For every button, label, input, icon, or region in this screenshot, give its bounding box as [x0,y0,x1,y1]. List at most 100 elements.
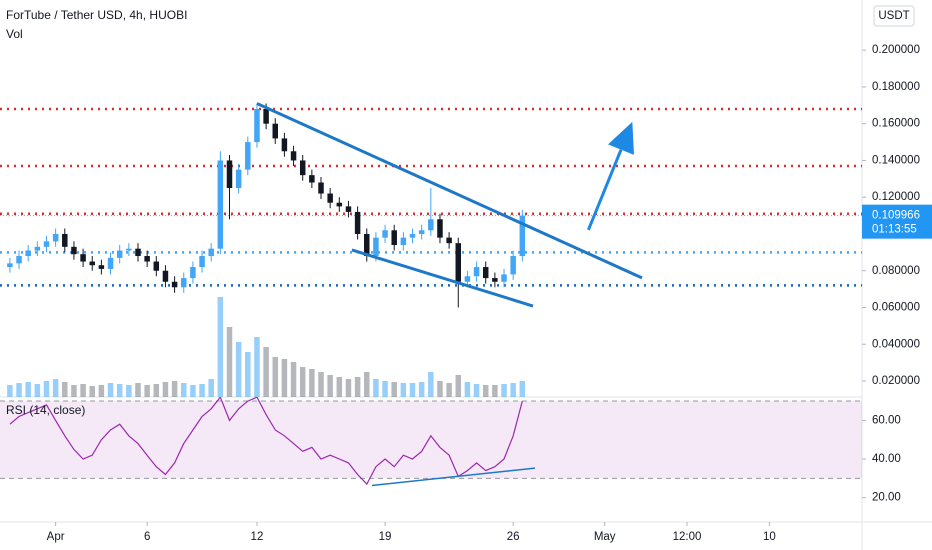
volume-bar [171,381,178,397]
volume-bar [437,381,443,397]
volume-bar [25,382,31,397]
candle-body [501,274,507,282]
volume-bar [455,375,462,397]
candle-body [409,233,416,238]
candle-body [34,246,41,251]
volume-bar [336,377,343,397]
volume-bar [208,379,214,397]
last-price-label: 0.109966 [872,210,920,222]
candle-body [290,151,297,161]
volume-bar [263,347,269,397]
volume-bar [16,383,22,397]
volume-bar [400,383,407,397]
candle-body [126,248,132,251]
candle-body [519,215,526,257]
rsi-band [0,401,862,479]
candle-body [428,219,434,231]
y-tick-label: 0.020000 [872,375,920,387]
currency-box[interactable] [873,5,915,27]
candle-body [25,250,31,257]
volume-bar [7,385,13,397]
candle-body [135,248,141,257]
candle-body [62,233,68,247]
volume-bar [34,384,41,397]
volume-bar [226,327,233,397]
candle-body [391,230,397,246]
price-axis-bg [862,0,932,550]
candle-body [510,256,516,275]
x-tick-label: Apr [47,531,65,543]
volume-bar [354,377,361,397]
volume-bar [364,372,370,397]
candle-body [455,243,462,282]
x-tick-label: 6 [144,531,150,543]
candle-body [144,256,150,262]
volume-bar [327,375,333,397]
candle-body [281,138,288,152]
candle-body [16,256,22,264]
trend-line [256,102,643,280]
candle-body [345,206,352,212]
candle-body [116,250,123,258]
volume-bar [135,383,141,397]
volume-bar [116,384,123,397]
volume-bar [153,384,160,397]
volume-bar [181,383,187,397]
rsi-tick-label: 40.00 [872,453,901,465]
volume-bar [299,367,306,397]
candle-body [400,237,407,246]
volume-bar [52,379,59,397]
candle-body [89,261,95,266]
volume-bar [272,357,278,397]
volume-bar [80,384,86,397]
last-price-box [862,204,932,239]
volume-bar [126,385,132,397]
y-tick-label: 0.180000 [872,81,920,93]
volume-bar [217,297,224,397]
candle-body [318,182,324,194]
x-tick-label: May [594,531,616,543]
volume-bar [98,385,105,397]
volume-bar [318,372,324,397]
volume-bar [382,381,388,397]
y-tick-label: 0.040000 [872,338,920,350]
volume-bar [510,383,516,397]
y-tick-label: 0.120000 [872,191,920,203]
candle-body [446,237,452,244]
candle-body [354,211,361,234]
y-tick-label: 0.160000 [872,118,920,130]
volume-bar [199,384,205,397]
volume-bar [492,385,498,397]
candle-body [464,276,471,282]
volume-bar [373,379,379,397]
volume-bar [290,362,297,397]
volume-bar [107,383,114,397]
rsi-label: RSI (14, close) [6,403,85,417]
volume-bar [446,383,452,397]
candle-body [254,108,260,143]
volume-bar [409,383,416,397]
candle-body [327,193,333,203]
volume-bar [418,382,425,397]
candle-body [80,254,86,262]
volume-bar [391,382,397,397]
volume-bar [62,382,68,397]
currency[interactable]: USDT [878,10,909,22]
rsi-tick-label: 60.00 [872,414,901,426]
volume-bar [345,379,352,397]
candle-body [98,265,105,269]
trend-line [351,248,534,308]
candle-body [373,237,379,257]
countdown-label: 01:13:55 [872,224,917,236]
volume-label: Vol [6,27,23,41]
candle-body [217,160,224,249]
candle-body [162,270,169,282]
candle-body [437,219,443,238]
x-tick-label: 12 [251,531,264,543]
candle-body [482,267,489,279]
volume-bar [309,369,315,397]
rsi-trend-line [371,467,536,487]
candle-body [190,267,196,279]
candle-body [43,241,50,247]
